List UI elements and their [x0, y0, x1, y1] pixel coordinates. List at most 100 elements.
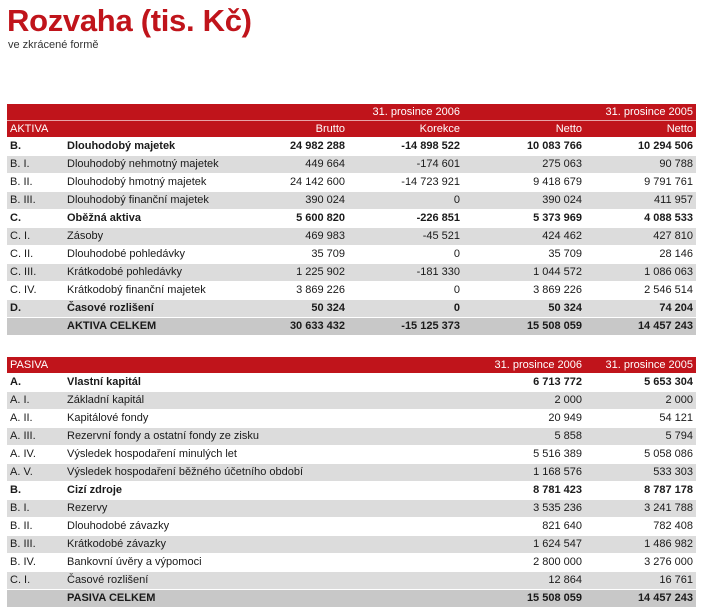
row-korekce: -181 330 — [348, 264, 463, 282]
row-label: Oběžná aktiva — [64, 210, 243, 228]
row-code: B. III. — [7, 536, 64, 554]
pasiva-period-2006: 31. prosince 2006 — [463, 357, 585, 374]
row-netto-2005: 2 546 514 — [585, 282, 696, 300]
row-label: Bankovní úvěry a výpomoci — [64, 554, 463, 572]
row-brutto: 24 982 288 — [243, 138, 348, 156]
row-value-2006: 12 864 — [463, 572, 585, 590]
row-netto-2005: 14 457 243 — [585, 318, 696, 336]
row-label: Rezervy — [64, 500, 463, 518]
row-netto-2005: 1 086 063 — [585, 264, 696, 282]
row-code: C. IV. — [7, 282, 64, 300]
page-subtitle: ve zkrácené formě — [8, 38, 98, 52]
row-netto-2005: 4 088 533 — [585, 210, 696, 228]
row-value-2006: 821 640 — [463, 518, 585, 536]
row-label: Dlouhodobý hmotný majetek — [64, 174, 243, 192]
pasiva-period-2005: 31. prosince 2005 — [585, 357, 696, 374]
page-title: Rozvaha (tis. Kč) — [7, 2, 252, 40]
row-korekce: 0 — [348, 246, 463, 264]
row-code: C. — [7, 210, 64, 228]
row-code: B. — [7, 138, 64, 156]
row-value-2006: 5 858 — [463, 428, 585, 446]
row-netto-2005: 411 957 — [585, 192, 696, 210]
row-label: Dlouhodobý nehmotný majetek — [64, 156, 243, 174]
row-label: Vlastní kapitál — [64, 374, 463, 392]
row-value-2005: 16 761 — [585, 572, 696, 590]
row-label: Kapitálové fondy — [64, 410, 463, 428]
row-label: Krátkodobý finanční majetek — [64, 282, 243, 300]
aktiva-table: 31. prosince 2006 31. prosince 2005 AKTI… — [7, 104, 696, 335]
row-value-2006: 15 508 059 — [463, 590, 585, 607]
row-netto-2005: 28 146 — [585, 246, 696, 264]
row-value-2005: 782 408 — [585, 518, 696, 536]
row-value-2006: 1 624 547 — [463, 536, 585, 554]
row-korekce: 0 — [348, 192, 463, 210]
row-netto-2006: 50 324 — [463, 300, 585, 318]
row-label: Dlouhodobé pohledávky — [64, 246, 243, 264]
row-korekce: -14 898 522 — [348, 138, 463, 156]
row-netto-2005: 9 791 761 — [585, 174, 696, 192]
row-brutto: 449 664 — [243, 156, 348, 174]
row-brutto: 3 869 226 — [243, 282, 348, 300]
row-label: Krátkodobé závazky — [64, 536, 463, 554]
row-label: Základní kapitál — [64, 392, 463, 410]
aktiva-period-header: 31. prosince 2006 31. prosince 2005 — [7, 104, 696, 121]
col-brutto: Brutto — [243, 121, 348, 138]
row-value-2005: 533 303 — [585, 464, 696, 482]
row-code: C. I. — [7, 572, 64, 590]
row-label: Dlouhodobý finanční majetek — [64, 192, 243, 210]
row-korekce: 0 — [348, 282, 463, 300]
row-value-2005: 5 794 — [585, 428, 696, 446]
row-value-2006: 6 713 772 — [463, 374, 585, 392]
row-netto-2006: 275 063 — [463, 156, 585, 174]
row-netto-2005: 10 294 506 — [585, 138, 696, 156]
row-netto-2006: 15 508 059 — [463, 318, 585, 336]
row-label: Časové rozlišení — [64, 572, 463, 590]
row-value-2006: 1 168 576 — [463, 464, 585, 482]
row-value-2006: 8 781 423 — [463, 482, 585, 500]
row-label: Krátkodobé pohledávky — [64, 264, 243, 282]
col-netto-2006: Netto — [463, 121, 585, 138]
row-brutto: 24 142 600 — [243, 174, 348, 192]
row-netto-2006: 3 869 226 — [463, 282, 585, 300]
aktiva-period-2006: 31. prosince 2006 — [348, 104, 463, 121]
table-row: A. III.Rezervní fondy a ostatní fondy ze… — [7, 428, 696, 446]
row-value-2005: 2 000 — [585, 392, 696, 410]
col-korekce: Korekce — [348, 121, 463, 138]
row-korekce: -15 125 373 — [348, 318, 463, 336]
row-value-2005: 8 787 178 — [585, 482, 696, 500]
row-value-2005: 1 486 982 — [585, 536, 696, 554]
row-label: Výsledek hospodaření minulých let — [64, 446, 463, 464]
row-code: B. II. — [7, 174, 64, 192]
row-brutto: 35 709 — [243, 246, 348, 264]
row-code — [7, 590, 64, 607]
row-netto-2006: 1 044 572 — [463, 264, 585, 282]
aktiva-period-2005: 31. prosince 2005 — [585, 104, 696, 121]
row-value-2006: 5 516 389 — [463, 446, 585, 464]
row-netto-2005: 90 788 — [585, 156, 696, 174]
row-label: Výsledek hospodaření běžného účetního ob… — [64, 464, 463, 482]
row-label: Časové rozlišení — [64, 300, 243, 318]
row-netto-2006: 9 418 679 — [463, 174, 585, 192]
pasiva-section-label: PASIVA — [7, 357, 64, 374]
row-brutto: 5 600 820 — [243, 210, 348, 228]
row-code: D. — [7, 300, 64, 318]
row-code: B. IV. — [7, 554, 64, 572]
row-code: C. III. — [7, 264, 64, 282]
row-label: PASIVA CELKEM — [64, 590, 463, 607]
row-korekce: -174 601 — [348, 156, 463, 174]
